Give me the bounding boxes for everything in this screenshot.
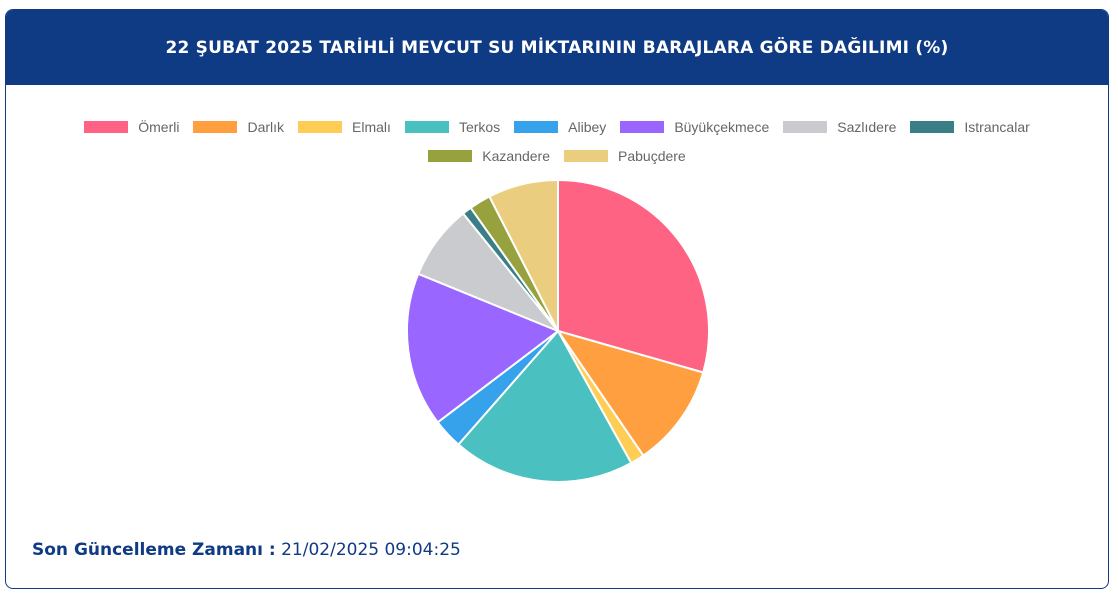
legend-label: Sazlıdere (837, 118, 897, 135)
last-update: Son Güncelleme Zamanı : 21/02/2025 09:04… (32, 540, 461, 560)
legend-swatch (404, 120, 449, 133)
pie-slice-terkos[interactable] (457, 329, 633, 483)
legend-swatch (84, 120, 129, 133)
legend-item-5[interactable]: Büyükçekmece (620, 118, 769, 135)
legend-item-2[interactable]: Elmalı (298, 118, 391, 135)
legend-label: Istrancalar (964, 118, 1030, 135)
legend-swatch (564, 149, 608, 162)
legend-item-6[interactable]: Sazlıdere (783, 118, 896, 135)
legend-label: Terkos (458, 118, 501, 135)
legend-item-9[interactable]: Pabuçdere (564, 147, 686, 164)
pie-slice-darlık[interactable] (555, 329, 705, 457)
legend-item-3[interactable]: Terkos (404, 118, 501, 135)
chart-card: 22 ŞUBAT 2025 TARİHLİ MEVCUT SU MİKTARIN… (5, 9, 1109, 589)
legend-item-8[interactable]: Kazandere (428, 147, 550, 164)
legend-swatch (514, 120, 559, 133)
legend-swatch (783, 120, 828, 133)
legend: Ömerli Darlık Elmalı Terkos Alibey Büyükçekme… (6, 118, 1108, 164)
legend-swatch (193, 120, 238, 133)
legend-item-7[interactable]: Istrancalar (910, 118, 1030, 135)
legend-swatch (298, 120, 343, 133)
legend-swatch (620, 120, 665, 133)
legend-label: Kazandere (482, 147, 550, 164)
legend-item-1[interactable]: Darlık (193, 118, 284, 135)
pie-slice-büyükçekmece[interactable] (406, 272, 560, 424)
legend-label: Elmalı (352, 118, 391, 135)
chart-title: 22 ŞUBAT 2025 TARİHLİ MEVCUT SU MİKTARIN… (6, 10, 1108, 85)
legend-item-0[interactable]: Ömerli (84, 118, 179, 135)
last-update-label: Son Güncelleme Zamanı : (32, 540, 276, 560)
legend-label: Darlık (247, 118, 285, 135)
legend-label: Büyükçekmece (674, 118, 770, 135)
legend-label: Ömerli (138, 118, 180, 135)
legend-item-4[interactable]: Alibey (514, 118, 606, 135)
legend-label: Alibey (568, 118, 607, 135)
legend-swatch (428, 149, 473, 162)
last-update-value: 21/02/2025 09:04:25 (281, 540, 461, 560)
legend-swatch (910, 120, 955, 133)
legend-label: Pabuçdere (618, 147, 686, 164)
pie-slice-pabuçdere[interactable] (488, 178, 559, 332)
pie-slice-ömerli[interactable] (557, 178, 710, 374)
pie-chart (406, 178, 710, 483)
